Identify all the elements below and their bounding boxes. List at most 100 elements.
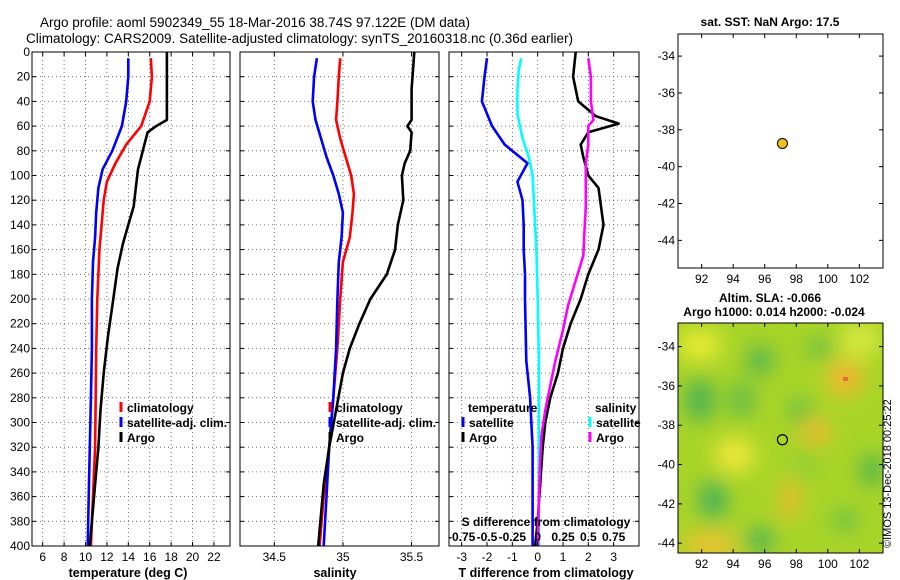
series-line-satellite-adj-clim- bbox=[311, 58, 345, 546]
x2-tick-label: 0.25 bbox=[551, 530, 575, 544]
x-tick-label: 3 bbox=[610, 550, 617, 564]
difference-legend-temperature: temperature satellite Argo bbox=[461, 401, 538, 445]
map-y-tick-label: -38 bbox=[658, 123, 676, 137]
credit-text: ©IMOS 13-Dec-2018 00:25:22 bbox=[882, 399, 894, 548]
map-y-tick-label: -44 bbox=[658, 233, 676, 247]
y-tick-label: 360 bbox=[10, 490, 30, 504]
series-line-argo bbox=[316, 52, 416, 546]
t-difference-axis-label: T difference from climatology bbox=[458, 566, 633, 580]
legend-label-s-satellite: satellite bbox=[596, 416, 641, 430]
legend-label-s-argo: Argo bbox=[596, 431, 624, 445]
x2-tick-label: -0.75 bbox=[448, 530, 476, 544]
map-x-tick-label: 92 bbox=[695, 272, 709, 286]
x-tick-label: 22 bbox=[207, 550, 221, 564]
legend-label-t-argo: Argo bbox=[469, 431, 497, 445]
y-tick-label: 140 bbox=[10, 218, 30, 232]
legend-label-satellite: satellite-adj. clim. bbox=[336, 416, 436, 430]
sla-heatmap bbox=[678, 323, 883, 553]
x-tick-label: 10 bbox=[79, 550, 93, 564]
temperature-axis-label: temperature (deg C) bbox=[69, 566, 188, 580]
map-y-tick-label: -36 bbox=[658, 86, 676, 100]
sla-map: 92 94 96 98 100 102 -34 -36 -38 -40 -42 -44 bbox=[658, 322, 884, 571]
map-x-tick-label: 102 bbox=[849, 272, 869, 286]
map-y-tick-label: -42 bbox=[658, 497, 676, 511]
x-tick-label: 12 bbox=[100, 550, 114, 564]
x-tick-label: -3 bbox=[456, 550, 467, 564]
x-tick-label: -2 bbox=[482, 550, 493, 564]
map-x-tick-label: 94 bbox=[727, 557, 741, 571]
x-tick-label: -1 bbox=[507, 550, 518, 564]
series-line-t-argo bbox=[533, 52, 620, 546]
map-x-tick-label: 102 bbox=[849, 557, 869, 571]
x2-tick-label: -0.5 bbox=[477, 530, 498, 544]
salinity-axis-label: salinity bbox=[313, 566, 356, 580]
x-tick-label: 16 bbox=[143, 550, 157, 564]
x-tick-label: 8 bbox=[61, 550, 68, 564]
legend-label-climatology: climatology bbox=[336, 401, 403, 415]
legend-label-t-satellite: satellite bbox=[469, 416, 514, 430]
argo-position-marker bbox=[776, 137, 788, 149]
series-group bbox=[311, 52, 416, 546]
x2-tick-label: -0.25 bbox=[499, 530, 527, 544]
difference-panel: -3 -0.75 -2 -0.5 -1 -0.25 0 0 1 0.25 2 0.5 3 0.75 bbox=[448, 51, 640, 564]
salinity-legend: climatology satellite-adj. clim. Argo bbox=[328, 401, 436, 445]
map-y-tick-label: -34 bbox=[658, 340, 676, 354]
series-line-climatology bbox=[89, 58, 154, 546]
x-tick-label: 18 bbox=[164, 550, 178, 564]
map-x-tick-label: 98 bbox=[790, 557, 804, 571]
map-x-tick-label: 96 bbox=[758, 557, 772, 571]
map-frame bbox=[677, 322, 884, 554]
series-line-s-satellite bbox=[516, 57, 541, 546]
y-tick-label: 80 bbox=[17, 144, 31, 158]
y-tick-label: 40 bbox=[17, 94, 31, 108]
difference-legend-salinity: salinity satellite Argo bbox=[588, 401, 641, 445]
y-tick-label: 300 bbox=[10, 416, 30, 430]
x-tick-label: 2 bbox=[585, 550, 592, 564]
x-tick-label: 35.5 bbox=[400, 550, 424, 564]
sla-title-line-1: Altim. SLA: -0.066 bbox=[719, 291, 821, 305]
map-y-tick-label: -34 bbox=[658, 49, 676, 63]
map-y-tick-label: -38 bbox=[658, 418, 676, 432]
title-line-2: Climatology: CARS2009. Satellite-adjuste… bbox=[26, 31, 573, 46]
legend-label-climatology: climatology bbox=[127, 401, 194, 415]
y-tick-label: 240 bbox=[10, 341, 30, 355]
y-tick-label: 380 bbox=[10, 514, 30, 528]
temperature-legend: climatology satellite-adj. clim. Argo bbox=[119, 401, 227, 445]
legend-label-argo: Argo bbox=[127, 431, 155, 445]
y-tick-label: 200 bbox=[10, 292, 30, 306]
y-tick-label: 100 bbox=[10, 169, 30, 183]
legend-label-argo: Argo bbox=[336, 431, 364, 445]
series-line-t-satellite bbox=[480, 58, 534, 546]
map-y-tick-label: -36 bbox=[658, 379, 676, 393]
map-y-tick-label: -44 bbox=[658, 536, 676, 550]
map-y-tick-label: -40 bbox=[658, 458, 676, 472]
legend-label-satellite: satellite-adj. clim. bbox=[127, 416, 227, 430]
map-x-tick-label: 100 bbox=[818, 272, 838, 286]
series-line-s-argo bbox=[536, 58, 595, 546]
x-tick-label: 35 bbox=[336, 550, 350, 564]
salinity-panel: 34.5 35 35.5 bbox=[239, 51, 440, 564]
s-difference-axis-label: S difference from climatology bbox=[462, 515, 631, 529]
y-tick-label: 20 bbox=[17, 70, 31, 84]
series-group bbox=[86, 52, 169, 546]
title-line-1: Argo profile: aoml 5902349_55 18-Mar-201… bbox=[40, 15, 470, 30]
y-tick-label: 400 bbox=[10, 539, 30, 553]
x-tick-label: 6 bbox=[39, 550, 46, 564]
map-x-tick-label: 92 bbox=[695, 557, 709, 571]
series-line-argo bbox=[88, 52, 169, 546]
y-tick-label: 320 bbox=[10, 440, 30, 454]
temperature-panel: 0 20 40 60 80 100 120 140 160 180 200 220 240 260 280 3… bbox=[10, 45, 231, 564]
sla-title-line-2: Argo h1000: 0.014 h2000: -0.024 bbox=[683, 305, 865, 319]
y-tick-label: 220 bbox=[10, 317, 30, 331]
x-tick-label: 0 bbox=[534, 550, 541, 564]
x-tick-label: 20 bbox=[186, 550, 200, 564]
map-y-tick-label: -42 bbox=[658, 197, 676, 211]
y-tick-label: 180 bbox=[10, 267, 30, 281]
y-tick-label: 340 bbox=[10, 465, 30, 479]
map-frame bbox=[677, 33, 884, 269]
map-y-tick-label: -40 bbox=[658, 160, 676, 174]
y-tick-label: 160 bbox=[10, 243, 30, 257]
x2-tick-label: 0.75 bbox=[602, 530, 626, 544]
map-x-tick-label: 94 bbox=[727, 272, 741, 286]
